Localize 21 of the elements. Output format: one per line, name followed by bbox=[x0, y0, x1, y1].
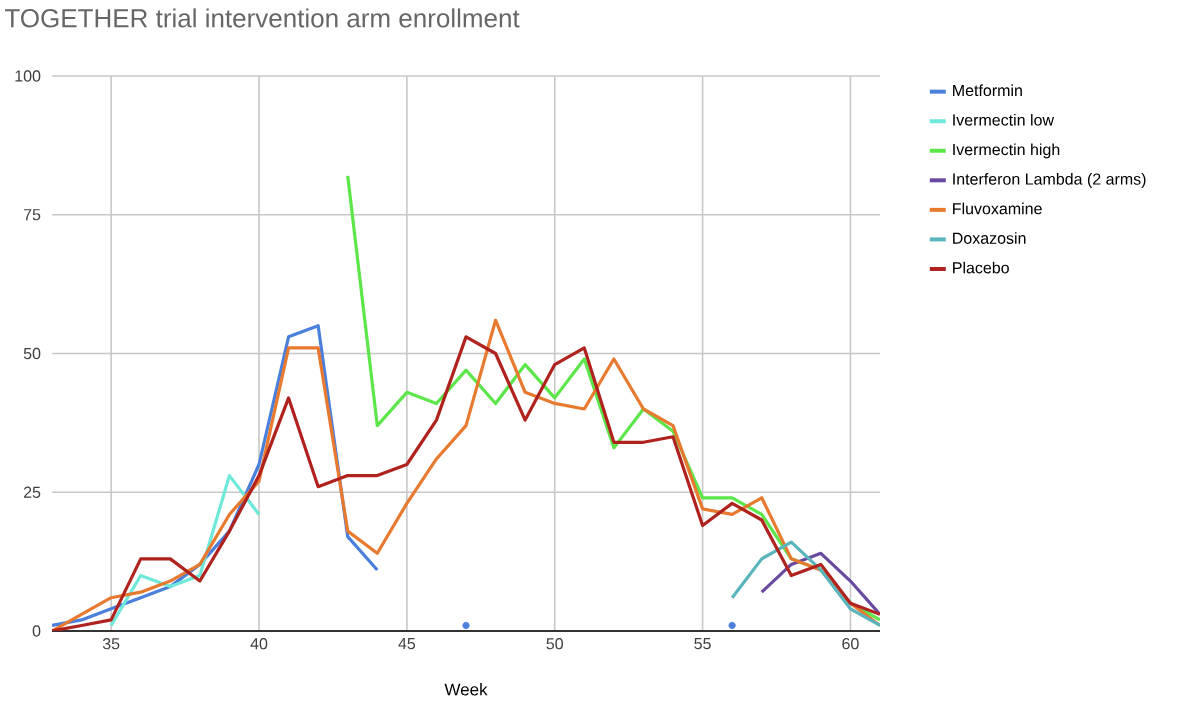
y-tick-label: 50 bbox=[23, 347, 41, 360]
legend-label: Ivermectin low bbox=[953, 113, 1055, 126]
chart-title: TOGETHER trial intervention arm enrollment bbox=[4, 8, 520, 28]
legend-label: Ivermectin high bbox=[953, 143, 1060, 159]
x-tick-label: 45 bbox=[398, 638, 416, 650]
legend-label: Doxazosin bbox=[953, 232, 1026, 244]
legend-label: Fluvoxamine bbox=[953, 202, 1042, 215]
y-tick-label: 100 bbox=[15, 70, 41, 82]
x-tick-label: 40 bbox=[250, 638, 268, 650]
x-axis-title: Week bbox=[444, 683, 488, 696]
y-tick-label: 75 bbox=[23, 209, 41, 221]
legend-label: Metformin bbox=[953, 84, 1022, 97]
legend-label: Placebo bbox=[953, 261, 1009, 274]
line-series bbox=[730, 540, 881, 628]
y-tick-label: 0 bbox=[32, 625, 41, 637]
y-tick-label: 25 bbox=[23, 486, 41, 498]
x-tick-label: 50 bbox=[546, 638, 563, 650]
x-tick-label: 55 bbox=[694, 638, 711, 650]
legend-label: Interferon Lambda (2 arms) bbox=[953, 173, 1146, 188]
x-tick-label: 35 bbox=[102, 638, 120, 650]
x-tick-label: 60 bbox=[842, 638, 859, 650]
